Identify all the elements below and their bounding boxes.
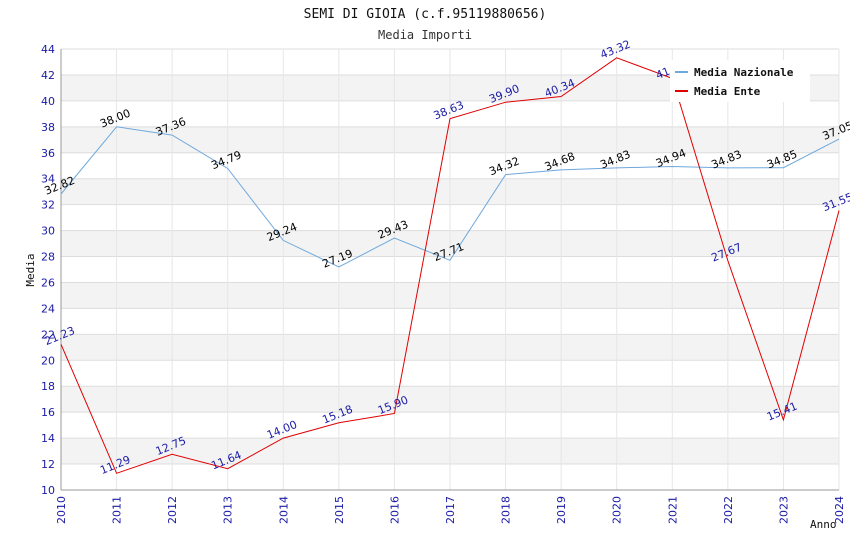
axes bbox=[60, 49, 839, 491]
x-tick-label: 2023 bbox=[777, 496, 790, 524]
y-tick-label: 30 bbox=[41, 225, 55, 238]
legend-box bbox=[670, 60, 810, 102]
x-tick-label: 2020 bbox=[611, 496, 624, 524]
x-tick-label: 2016 bbox=[388, 496, 401, 524]
data-label: 38.63 bbox=[432, 99, 466, 123]
y-tick-label: 24 bbox=[41, 302, 55, 315]
x-tick-label: 2024 bbox=[833, 496, 846, 524]
y-axis-label: Media bbox=[24, 253, 37, 286]
y-tick-label: 40 bbox=[41, 95, 55, 108]
y-tick-label: 22 bbox=[41, 328, 55, 341]
y-tick-label: 42 bbox=[41, 69, 55, 82]
y-axis-ticks: 10 12 14 16 18 20 22 24 26 28 30 32 34 36 38 40 42 44 bbox=[41, 43, 55, 497]
x-tick-label: 2019 bbox=[555, 496, 568, 524]
x-tick-label: 2018 bbox=[500, 496, 513, 524]
y-tick-label: 18 bbox=[41, 380, 55, 393]
series-line-media-nazionale bbox=[60, 126, 840, 268]
y-tick-label: 32 bbox=[41, 199, 55, 212]
x-tick-label: 2017 bbox=[444, 496, 457, 524]
x-tick-label: 2022 bbox=[722, 496, 735, 524]
x-tick-label: 2010 bbox=[55, 496, 68, 524]
y-tick-label: 28 bbox=[41, 251, 55, 264]
x-axis-ticks: 2010 2011 2012 2013 2014 2015 2016 2017 2018 2019… bbox=[55, 496, 846, 524]
legend-entry: Media Ente bbox=[694, 85, 761, 98]
y-tick-label: 38 bbox=[41, 121, 55, 134]
x-tick-label: 2012 bbox=[166, 496, 179, 524]
x-tick-label: 2013 bbox=[222, 496, 235, 524]
legend: Media Nazionale Media Ente bbox=[670, 60, 810, 102]
x-axis-label: Anno bbox=[810, 518, 837, 531]
chart-subtitle: Media Importi bbox=[378, 28, 472, 42]
y-tick-label: 34 bbox=[41, 173, 55, 186]
chart-title: SEMI DI GIOIA (c.f.95119880656) bbox=[304, 7, 547, 22]
x-tick-label: 2011 bbox=[111, 496, 124, 524]
x-tick-label: 2015 bbox=[333, 496, 346, 524]
y-tick-label: 12 bbox=[41, 458, 55, 471]
x-tick-label: 2021 bbox=[666, 496, 679, 524]
y-tick-label: 44 bbox=[41, 43, 55, 56]
x-tick-label: 2014 bbox=[277, 496, 290, 524]
y-tick-label: 14 bbox=[41, 432, 55, 445]
y-tick-label: 16 bbox=[41, 406, 55, 419]
y-tick-label: 36 bbox=[41, 147, 55, 160]
y-tick-label: 20 bbox=[41, 354, 55, 367]
y-tick-label: 10 bbox=[41, 484, 55, 497]
legend-entry: Media Nazionale bbox=[694, 66, 794, 79]
data-label: 43.32 bbox=[598, 38, 632, 62]
data-label: 34.32 bbox=[487, 154, 521, 178]
series-lines bbox=[60, 57, 840, 474]
y-tick-label: 26 bbox=[41, 276, 55, 289]
series-line-media-ente bbox=[60, 57, 840, 474]
